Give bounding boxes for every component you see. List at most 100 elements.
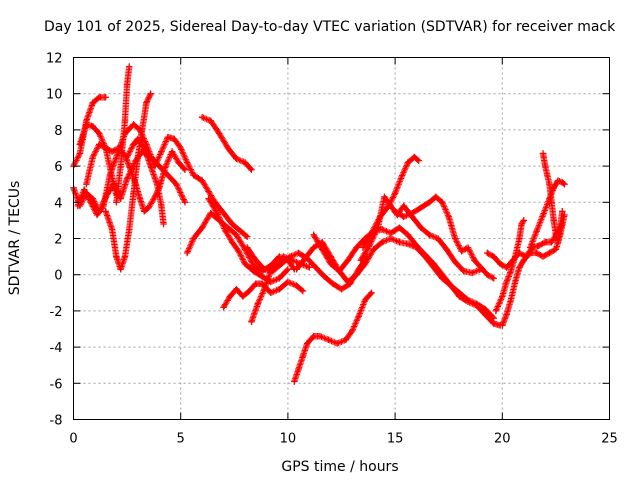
y-tick-label: -2 (50, 305, 63, 320)
data-point (426, 199, 433, 206)
data-point (295, 365, 302, 373)
data-point (83, 181, 90, 188)
data-point (445, 213, 452, 220)
y-tick-label: 4 (54, 196, 62, 211)
data-point (100, 202, 107, 210)
data-point (158, 202, 165, 210)
data-point (74, 202, 81, 210)
data-point (267, 289, 274, 296)
data-point (310, 333, 317, 340)
data-point (535, 242, 542, 249)
data-point (539, 253, 547, 260)
data-point (387, 235, 395, 242)
data-point (516, 264, 523, 271)
data-point (342, 336, 349, 344)
data-point (361, 260, 369, 268)
data-point (548, 199, 555, 206)
data-point (93, 211, 101, 219)
data-point (216, 130, 223, 137)
data-point (123, 153, 131, 161)
series-track-02 (70, 94, 109, 170)
data-point (190, 171, 197, 179)
data-point (370, 246, 377, 253)
data-point (241, 260, 249, 268)
data-point (556, 224, 564, 231)
data-point (181, 166, 189, 173)
data-point (241, 159, 249, 166)
data-point (207, 117, 214, 125)
data-point (447, 282, 455, 289)
data-point (344, 278, 352, 286)
y-tick-label: 10 (46, 88, 63, 103)
data-point (490, 253, 497, 260)
data-point (147, 90, 154, 97)
data-point (381, 193, 388, 201)
data-point (421, 251, 429, 258)
data-point (541, 162, 549, 170)
data-point (108, 148, 116, 155)
data-point (469, 269, 476, 277)
data-point (76, 141, 84, 148)
x-tick-label: 15 (387, 432, 404, 447)
y-tick-label: 2 (54, 233, 62, 248)
data-point (250, 262, 257, 269)
data-point (439, 199, 446, 206)
data-point (325, 336, 332, 344)
data-point (276, 275, 283, 282)
data-point (96, 130, 103, 137)
data-point (136, 195, 144, 202)
data-point (226, 293, 234, 300)
data-point (499, 322, 506, 329)
data-point (243, 244, 251, 251)
data-point (126, 63, 133, 70)
x-tick-label: 25 (601, 432, 618, 447)
data-point (417, 224, 425, 231)
data-point (130, 121, 137, 128)
series-track-15 (291, 289, 375, 385)
y-tick-label: -6 (50, 377, 63, 392)
data-point (141, 208, 148, 215)
data-point (561, 181, 568, 188)
data-point (143, 99, 150, 106)
data-point (81, 186, 88, 193)
data-point (503, 311, 510, 318)
data-point (503, 264, 510, 271)
data-point (123, 175, 131, 182)
data-point (334, 340, 341, 347)
data-point (550, 217, 557, 224)
data-point (278, 260, 285, 268)
data-point (115, 144, 122, 152)
data-point (490, 320, 497, 327)
data-point (484, 249, 491, 257)
data-point (261, 266, 268, 273)
data-point (554, 177, 562, 184)
data-point (507, 267, 515, 275)
data-point (237, 228, 244, 235)
data-point (400, 213, 407, 220)
x-tick-label: 10 (280, 432, 297, 447)
series-markers (310, 224, 504, 329)
data-point (359, 244, 367, 251)
data-point (181, 199, 189, 206)
data-point (134, 153, 142, 161)
data-point (361, 296, 369, 304)
data-point (276, 285, 283, 293)
data-points (70, 63, 568, 385)
data-point (252, 257, 259, 264)
data-point (177, 144, 184, 152)
data-point (404, 231, 412, 239)
data-point (439, 271, 446, 278)
data-point (117, 162, 124, 170)
data-point (533, 228, 540, 235)
axis-ticks (73, 57, 610, 420)
data-point (526, 249, 534, 257)
data-point (205, 195, 212, 202)
data-point (108, 173, 116, 181)
data-point (243, 233, 251, 240)
data-point (379, 238, 386, 246)
data-point (496, 260, 504, 268)
data-point (329, 280, 337, 287)
data-point (539, 211, 547, 219)
data-point (141, 144, 148, 152)
y-tick-label: -8 (50, 414, 63, 429)
